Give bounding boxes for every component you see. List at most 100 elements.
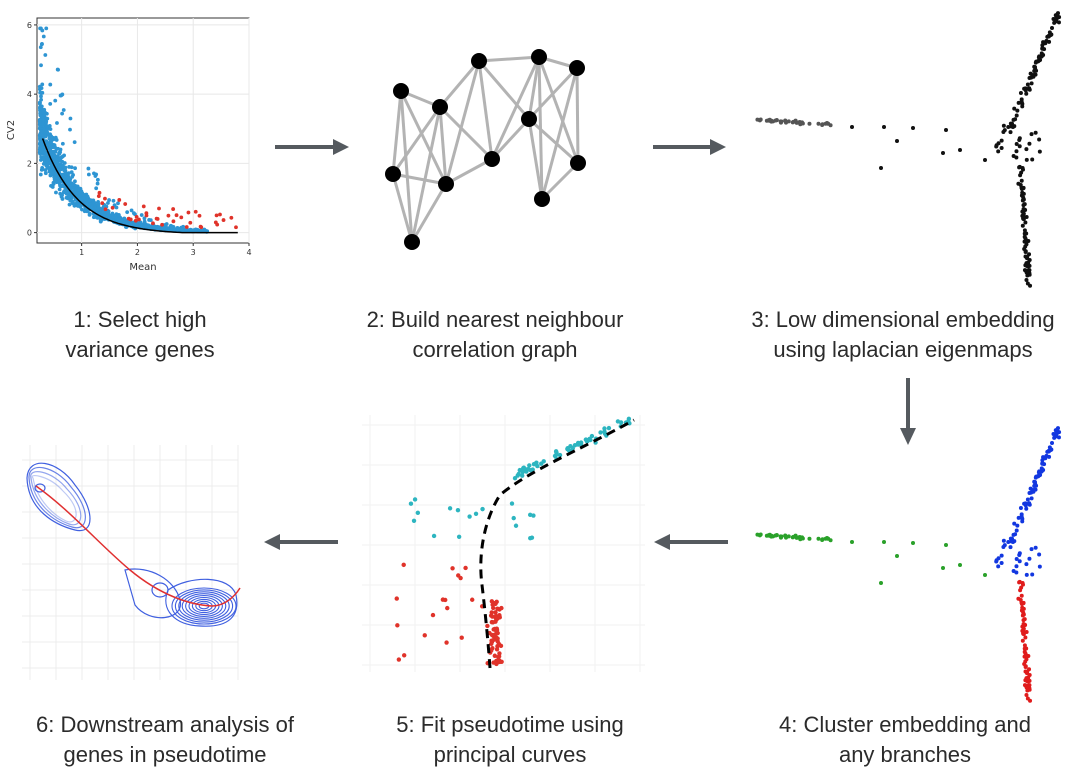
red-point: [493, 613, 499, 619]
blue-point: [181, 224, 186, 229]
x-tick-label: 1: [79, 248, 84, 257]
green-point: [807, 536, 812, 541]
green-point: [911, 541, 915, 545]
blue-point: [1050, 440, 1055, 445]
red-point: [450, 566, 455, 571]
red-point: [221, 218, 226, 222]
blue-point: [106, 212, 111, 217]
cyan-point: [467, 514, 472, 519]
blue-point: [191, 228, 195, 233]
blue-point: [1047, 454, 1052, 459]
step-6-label: 6: Downstream analysis of genes in pseud…: [0, 710, 330, 770]
blue-point: [176, 227, 180, 232]
black-point: [1014, 141, 1019, 146]
blue-point: [43, 168, 48, 172]
red-point: [430, 612, 436, 618]
blue-point: [1024, 506, 1029, 511]
contour-ring: [188, 596, 220, 616]
black-point: [1022, 268, 1027, 273]
x-tick-label: 4: [246, 248, 251, 257]
red-point: [1018, 598, 1023, 603]
red-point: [110, 205, 115, 210]
green-point: [879, 581, 883, 585]
blue-point: [999, 553, 1004, 558]
step-6-line-2: genes in pseudotime: [63, 742, 267, 767]
blue-point: [40, 114, 45, 119]
contour-ring: [185, 595, 223, 617]
blue-point: [1037, 552, 1042, 557]
blue-point: [55, 121, 59, 125]
blue-point: [184, 228, 188, 232]
graph-edge: [438, 105, 494, 161]
red-point: [1022, 649, 1027, 654]
blue-point: [1009, 539, 1014, 544]
red-point: [1021, 600, 1026, 605]
blue-point: [1046, 449, 1051, 454]
blue-point: [1011, 532, 1016, 537]
blue-point: [996, 564, 1001, 569]
black-point: [1006, 124, 1011, 129]
blue-point: [1001, 544, 1006, 549]
blue-point: [50, 170, 55, 175]
cyan-point: [511, 515, 516, 521]
blue-point: [38, 121, 42, 126]
black-point: [1023, 250, 1028, 255]
green-point: [778, 534, 783, 539]
blue-point: [63, 188, 68, 193]
left-arrow-1: [654, 534, 728, 550]
blue-point: [68, 198, 73, 203]
black-point: [1024, 278, 1029, 283]
black-point: [1018, 183, 1023, 188]
red-point: [396, 657, 402, 662]
blue-point: [57, 179, 62, 184]
blue-point: [62, 168, 67, 173]
blue-point: [94, 172, 99, 177]
blue-point: [1018, 506, 1023, 511]
black-point: [1024, 147, 1029, 152]
blue-point: [39, 104, 44, 109]
graph-node: [404, 234, 420, 250]
blue-point: [40, 42, 44, 46]
red-point: [1018, 588, 1023, 593]
black-point: [895, 139, 899, 143]
blue-point: [1022, 501, 1027, 506]
blue-point: [114, 212, 119, 217]
black-point: [1034, 59, 1039, 64]
blue-point: [116, 217, 121, 222]
blue-point: [1036, 470, 1041, 475]
blue-point: [72, 203, 77, 208]
grey-point: [816, 121, 821, 126]
black-point: [1022, 247, 1027, 252]
graph-edge: [391, 90, 403, 175]
down-arrow: [900, 378, 916, 445]
blue-point: [1001, 538, 1006, 543]
cyan-point: [565, 446, 570, 452]
y-tick-label: 4: [27, 90, 32, 99]
blue-point: [1054, 431, 1059, 436]
blue-point: [60, 159, 65, 164]
blue-point: [111, 214, 116, 219]
blue-point: [37, 100, 42, 105]
black-point: [1001, 129, 1006, 134]
black-point: [1019, 178, 1024, 183]
blue-point: [157, 225, 162, 230]
black-point: [1021, 197, 1026, 202]
blue-point: [45, 116, 50, 121]
black-point: [1020, 167, 1025, 172]
red-point: [401, 562, 406, 568]
red-point: [1020, 638, 1025, 643]
red-point: [229, 215, 234, 220]
red-point: [1024, 657, 1029, 662]
black-point: [1032, 64, 1037, 69]
density-contours: [26, 462, 238, 627]
black-point: [944, 128, 948, 132]
blue-point: [1034, 474, 1039, 479]
black-point: [1008, 130, 1013, 135]
graph-edges: [391, 55, 580, 243]
blue-point: [48, 82, 53, 87]
variance-plot-points: [37, 26, 238, 234]
right-arrow-1: [275, 139, 349, 155]
step-3-line-2: using laplacian eigenmaps: [773, 337, 1033, 362]
blue-point: [1029, 547, 1034, 552]
red-point: [171, 207, 176, 211]
